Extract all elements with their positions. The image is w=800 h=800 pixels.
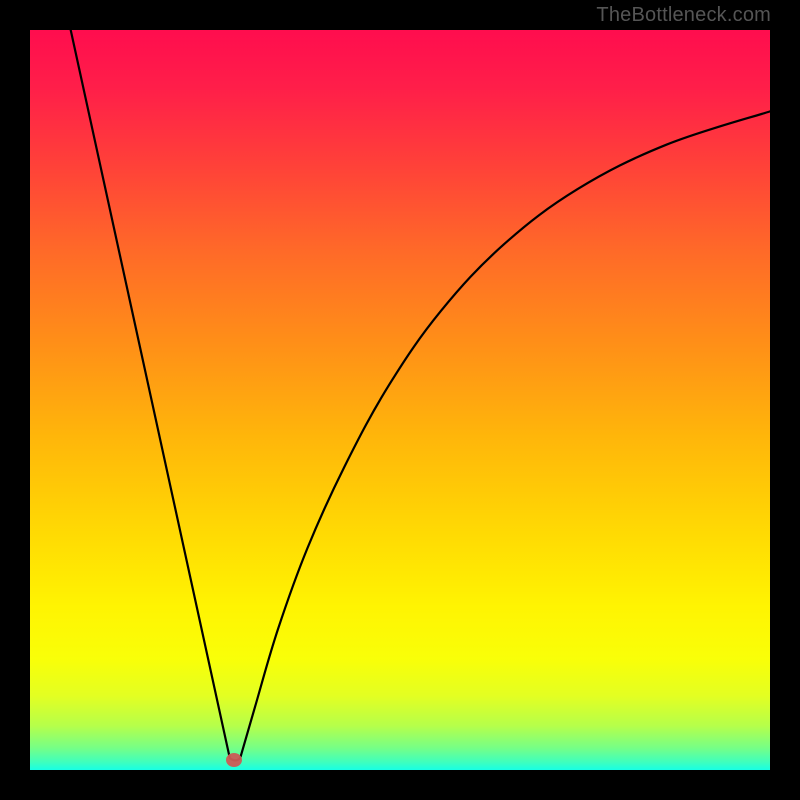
optimum-marker [226, 753, 242, 767]
chart-canvas: TheBottleneck.com [0, 0, 800, 800]
gradient-background [30, 30, 770, 770]
watermark-text: TheBottleneck.com [596, 4, 771, 27]
plot-area [30, 30, 770, 770]
